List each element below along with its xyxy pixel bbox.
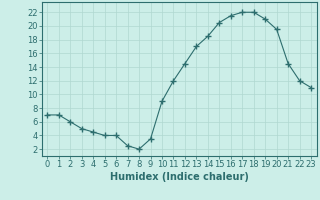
X-axis label: Humidex (Indice chaleur): Humidex (Indice chaleur) <box>110 172 249 182</box>
